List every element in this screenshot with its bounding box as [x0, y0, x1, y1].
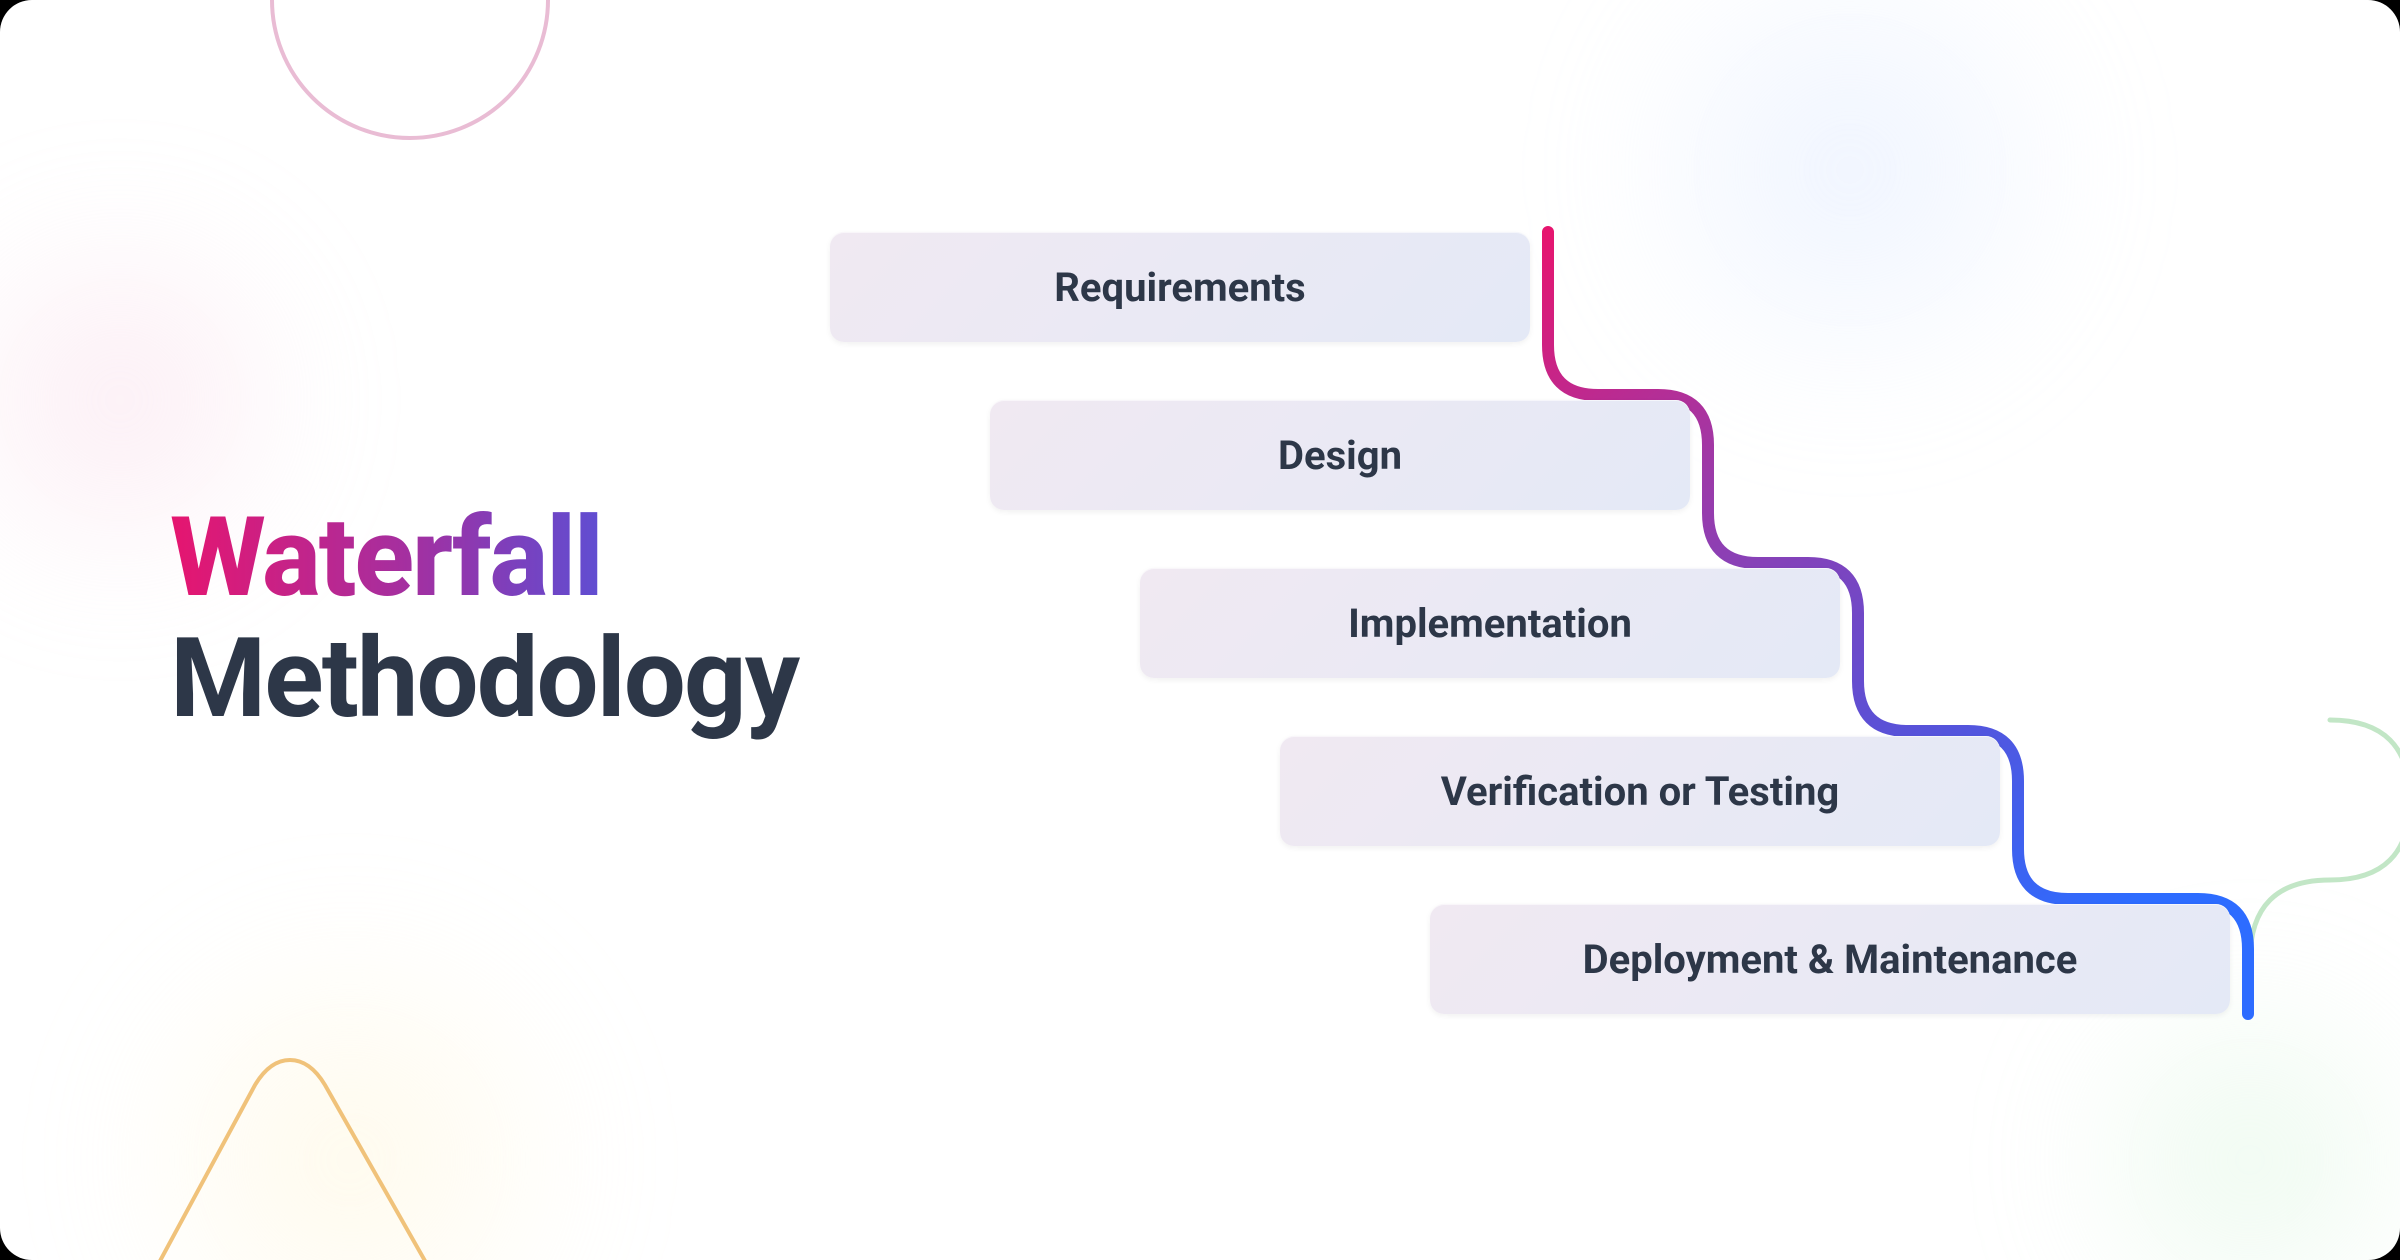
infographic-canvas: Waterfall Methodology Requirements Desig… [0, 0, 2400, 1260]
bg-blob-blue [1600, 0, 2100, 420]
decor-circle-outline [270, 0, 550, 140]
step-implementation: Implementation [1140, 568, 1840, 678]
page-title: Waterfall Methodology [170, 500, 798, 742]
step-label: Design [1278, 432, 1402, 479]
title-line-1: Waterfall [170, 500, 798, 616]
step-label: Deployment & Maintenance [1583, 936, 2078, 983]
decor-triangle [80, 1020, 500, 1260]
step-label: Implementation [1348, 600, 1632, 647]
step-verification: Verification or Testing [1280, 736, 2000, 846]
step-design: Design [990, 400, 1690, 510]
step-label: Verification or Testing [1441, 768, 1839, 815]
step-label: Requirements [1054, 264, 1305, 311]
decor-squiggle [2220, 680, 2400, 980]
title-line-2: Methodology [170, 616, 798, 743]
step-requirements: Requirements [830, 232, 1530, 342]
step-deployment: Deployment & Maintenance [1430, 904, 2230, 1014]
